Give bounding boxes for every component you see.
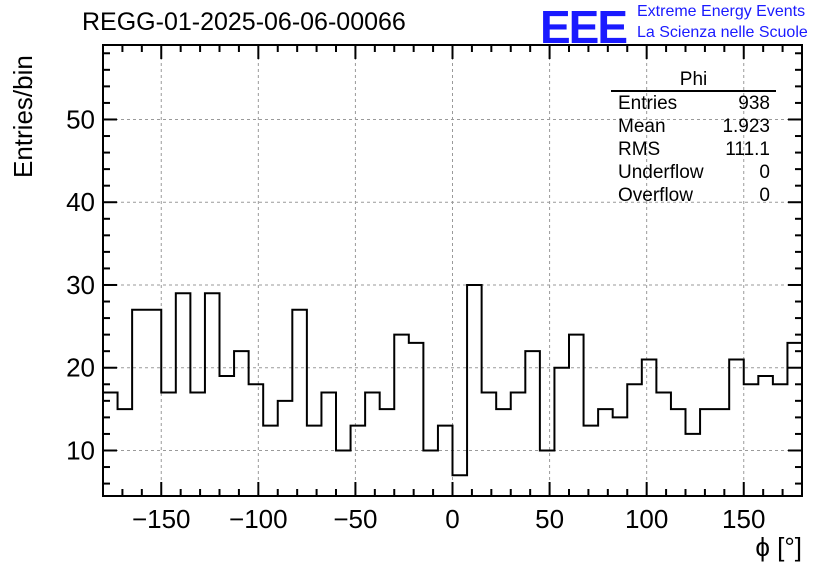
stats-value: 1.923: [722, 116, 770, 137]
y-tick-label: 30: [66, 270, 95, 300]
stats-label: Underflow: [618, 162, 704, 183]
stats-value: 0: [759, 185, 770, 206]
stats-row: Entries 938: [611, 92, 776, 115]
histogram-bin: [627, 384, 642, 496]
x-tick-label: 100: [625, 504, 668, 534]
histogram-bin: [220, 376, 235, 496]
chart-title: REGG-01-2025-06-06-00066: [82, 8, 406, 36]
histogram-bin: [467, 285, 482, 496]
y-tick-label: 50: [66, 104, 95, 134]
stats-value: 0: [759, 162, 770, 183]
histogram-bin: [496, 409, 511, 496]
histogram-bin: [453, 475, 468, 496]
histogram-bin: [511, 393, 526, 496]
histogram-line: [103, 283, 803, 477]
histogram-bin: [642, 359, 657, 496]
stats-label: RMS: [618, 139, 661, 160]
stats-value: 111.1: [725, 139, 770, 160]
stats-label: Mean: [618, 116, 666, 137]
y-tick-label: 40: [66, 187, 95, 217]
histogram-bin: [729, 359, 744, 496]
histogram-bin: [715, 409, 730, 496]
x-tick-label: −150: [132, 504, 191, 534]
histogram-bin: [190, 393, 205, 496]
histogram-bin: [438, 426, 453, 496]
histogram-bin: [249, 384, 264, 496]
histogram-bin: [132, 310, 147, 496]
stats-box: Phi Entries 938 Mean 1.923 RMS 111.1 Und…: [611, 70, 776, 207]
histogram-bin: [671, 409, 686, 496]
histogram-bin: [569, 335, 584, 496]
histogram-bin: [613, 417, 628, 496]
histogram-bin: [482, 393, 497, 496]
brand-line-2: La Scienza nelle Scuole: [637, 24, 808, 41]
histogram-bin: [161, 393, 176, 496]
histogram-series: [103, 283, 803, 496]
histogram-bin: [758, 376, 773, 496]
y-tick-label: 10: [66, 435, 95, 465]
histogram-bin: [598, 409, 613, 496]
histogram-bin: [292, 310, 307, 496]
histogram-bin: [307, 426, 322, 496]
x-tick-label: 50: [535, 504, 564, 534]
x-tick-label: −100: [229, 504, 288, 534]
stats-name: Phi: [611, 70, 776, 92]
histogram-bin: [773, 384, 788, 496]
stats-row: Underflow 0: [611, 161, 776, 184]
histogram-bin: [351, 426, 366, 496]
histogram-bin: [554, 368, 569, 496]
histogram-bin: [423, 450, 438, 496]
x-tick-label: 150: [722, 504, 765, 534]
histogram-bin: [394, 335, 409, 496]
histogram-bin: [787, 343, 802, 496]
histogram-bin: [686, 434, 701, 496]
x-tick-label: −50: [333, 504, 377, 534]
histogram-bin: [263, 426, 278, 496]
histogram-bin: [103, 393, 118, 496]
stats-label: Overflow: [618, 185, 693, 206]
histogram-bin: [234, 351, 249, 496]
eee-logo: EEE: [540, 1, 628, 53]
x-tick-label: 0: [445, 504, 459, 534]
y-tick-label: 20: [66, 353, 95, 383]
histogram-bin: [205, 293, 220, 496]
stats-row: Mean 1.923: [611, 115, 776, 138]
histogram-bin: [525, 351, 540, 496]
histogram-bin: [147, 310, 162, 496]
histogram-bin: [176, 293, 191, 496]
stats-row: Overflow 0: [611, 184, 776, 207]
brand-line-1: Extreme Energy Events: [637, 3, 806, 20]
histogram-bin: [656, 393, 671, 496]
histogram-bin: [540, 450, 555, 496]
histogram-bin: [365, 393, 380, 496]
histogram-bin: [278, 401, 293, 496]
histogram-bin: [118, 409, 133, 496]
histogram-bin: [380, 409, 395, 496]
y-axis-label: Entries/bin: [8, 55, 38, 178]
histogram-bin: [409, 343, 424, 496]
tick-labels: −150 −100 −50 0 50 100 150 10 20 30 40 50: [66, 104, 765, 534]
stats-label: Entries: [618, 93, 678, 114]
histogram-bin: [321, 393, 336, 496]
histogram-bin: [584, 426, 599, 496]
histogram-bin: [336, 450, 351, 496]
histogram-bin: [744, 384, 759, 496]
x-axis-label: ϕ [°]: [755, 532, 802, 562]
stats-row: RMS 111.1: [611, 138, 776, 161]
axis-ticks: [102, 45, 803, 496]
stats-value: 938: [738, 93, 770, 114]
histogram-bin: [700, 409, 715, 496]
